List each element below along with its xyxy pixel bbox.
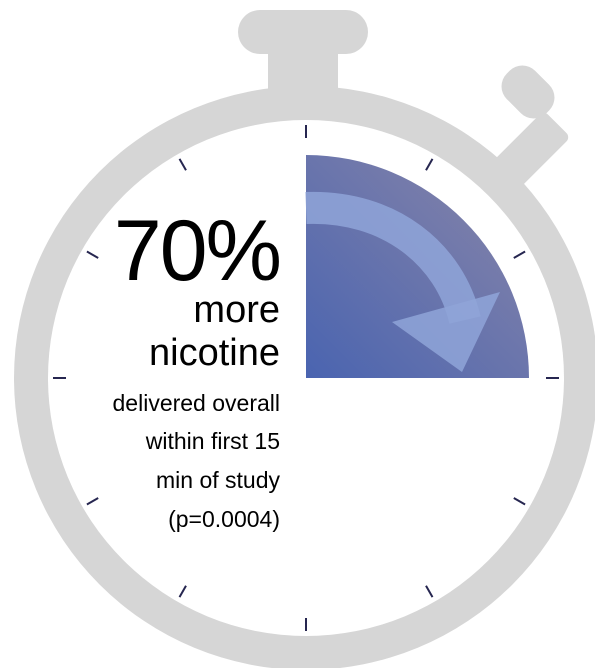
tick-mark [86,250,99,259]
tick-mark [86,497,99,506]
clockwise-arrow-icon [305,191,500,372]
tick-mark [513,250,526,259]
detail-line-2: within first 15 [145,428,280,454]
detail-line-4: (p=0.0004) [168,506,280,532]
tick-mark [425,585,434,598]
headline-percentage: 70% [113,203,282,299]
tick-mark [178,585,187,598]
tick-mark [513,497,526,506]
tick-mark [425,158,434,171]
tick-marks [53,125,559,631]
subhead-line-1: more [193,289,280,331]
tick-mark [178,158,187,171]
subhead-line-2: nicotine [149,332,280,374]
detail-line-1: delivered overall [112,390,280,416]
detail-line-3: min of study [156,467,280,493]
